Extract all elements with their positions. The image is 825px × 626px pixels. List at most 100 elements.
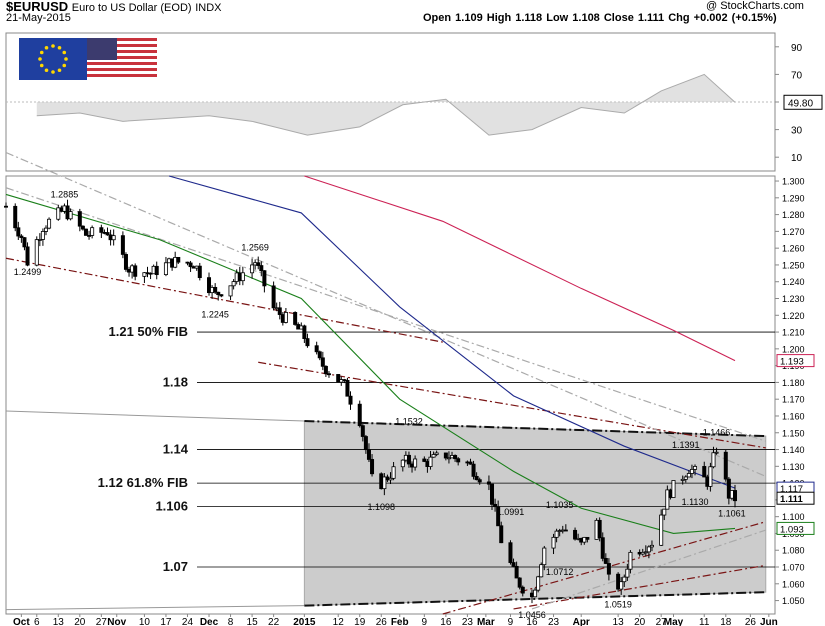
price-tick-label: 1.270 [782, 227, 805, 237]
price-annotation: 1.1391 [672, 440, 700, 450]
x-tick-label: 27 [656, 617, 668, 626]
price-bar-body [317, 351, 322, 359]
price-bar [34, 236, 39, 267]
price-bar-body [708, 466, 713, 487]
us-stripe [87, 62, 157, 65]
price-annotation: 1.1130 [682, 497, 709, 507]
price-bar [213, 283, 218, 295]
price-bar [259, 261, 264, 277]
x-tick-label: Feb [391, 617, 409, 626]
price-bar-body [723, 451, 728, 480]
price-bar-body [434, 452, 439, 455]
price-bar-body [326, 373, 331, 376]
eu-star [51, 70, 55, 74]
price-bar-body [357, 403, 362, 427]
price-bar-body [336, 374, 341, 383]
price-bar-body [406, 454, 411, 465]
eu-star [44, 68, 49, 73]
price-bar-body [19, 235, 24, 239]
price-bar [733, 484, 738, 508]
x-tick-label: 13 [613, 617, 625, 626]
price-bar-body [320, 357, 325, 367]
price-bar-body [551, 536, 556, 549]
price-bar [659, 509, 664, 546]
price-bar-body [671, 480, 676, 498]
price-bar [446, 451, 451, 464]
price-tick-label: 1.260 [782, 244, 805, 254]
price-bar-body [554, 530, 559, 538]
price-bar [499, 521, 504, 544]
price-bar-body [16, 227, 21, 237]
price-tick-label: 1.280 [782, 210, 805, 220]
price-bar [686, 470, 691, 478]
axis-value-label: 1.193 [780, 357, 804, 368]
price-bar [348, 391, 353, 410]
x-tick-label: 8 [228, 617, 234, 626]
price-bar-body [370, 459, 375, 475]
price-annotation: 1.2245 [201, 310, 229, 320]
eu-star [39, 50, 44, 55]
price-bar-body [493, 503, 498, 508]
price-bar [111, 229, 116, 246]
price-bar [77, 208, 82, 232]
price-bar [366, 443, 371, 463]
price-bar-body [625, 568, 630, 578]
us-canton [87, 38, 117, 60]
price-bar [216, 291, 221, 301]
price-tick-label: 1.150 [782, 428, 805, 438]
price-bar-body [250, 264, 255, 274]
price-bar-body [382, 476, 387, 490]
price-bar-body [628, 551, 633, 570]
price-annotation: 1.1466 [703, 427, 731, 437]
price-bar [90, 225, 95, 239]
price-tick-label: 1.050 [782, 596, 805, 606]
price-tick-label: 1.180 [782, 378, 805, 388]
price-bar [689, 464, 694, 479]
price-bar [520, 585, 525, 597]
price-bar-body [702, 466, 707, 478]
price-bar [154, 261, 159, 280]
price-tick-label: 1.300 [782, 177, 805, 187]
price-bar-body [305, 338, 310, 347]
instrument-name: Euro to US Dollar (EOD) [71, 2, 192, 14]
price-bar [19, 234, 24, 243]
price-bar-body [77, 211, 82, 227]
price-bar [428, 450, 433, 470]
axis-value-label: 1.117 [780, 484, 803, 495]
price-bar [142, 272, 147, 284]
price-bar [471, 460, 476, 480]
price-bar [490, 483, 495, 511]
price-bar [649, 540, 654, 552]
price-bar [320, 351, 325, 371]
price-bar [345, 377, 350, 397]
us-stripe [87, 56, 157, 59]
x-tick-label: 17 [160, 617, 172, 626]
price-annotation: 1.2499 [14, 267, 42, 277]
price-bar [563, 524, 568, 532]
trend-line [531, 529, 766, 610]
price-annotation: 1.0991 [497, 507, 525, 517]
price-bar-body [496, 506, 501, 527]
price-bar [80, 225, 85, 231]
price-bar-body [366, 449, 371, 460]
price-bar [13, 203, 18, 232]
x-tick-label: 23 [548, 617, 560, 626]
x-tick-label: 13 [53, 617, 65, 626]
price-bar [431, 451, 436, 458]
price-bar [283, 308, 288, 324]
rsi-tick-label: 70 [791, 70, 803, 81]
price-bar-body [262, 270, 267, 287]
price-bar [400, 459, 405, 472]
price-bar-body [391, 466, 396, 479]
price-bar-body [123, 254, 128, 270]
price-bar [163, 256, 168, 277]
price-annotation: 1.1061 [718, 508, 746, 518]
price-annotation: 1.2569 [241, 242, 269, 252]
x-tick-label: Mar [477, 617, 495, 626]
price-bar-body [662, 508, 667, 516]
price-annotation: 1.1532 [395, 416, 423, 426]
price-bar-body [80, 225, 85, 230]
price-bar-body [120, 235, 125, 255]
